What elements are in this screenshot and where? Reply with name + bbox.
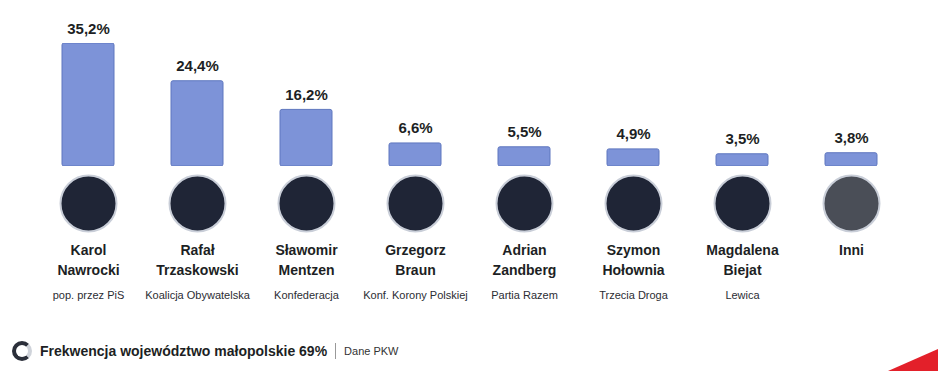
- svg-text:6,6%: 6,6%: [398, 119, 432, 136]
- svg-text:SzymonHołownia: SzymonHołownia: [602, 242, 664, 278]
- svg-text:Konfederacja: Konfederacja: [274, 289, 340, 301]
- svg-text:5,5%: 5,5%: [507, 123, 541, 140]
- svg-text:35,2%: 35,2%: [67, 20, 110, 37]
- svg-text:Trzecia Droga: Trzecia Droga: [599, 289, 669, 301]
- svg-text:3,8%: 3,8%: [834, 129, 868, 146]
- svg-text:SławomirMentzen: SławomirMentzen: [275, 242, 338, 278]
- svg-text:AdrianZandberg: AdrianZandberg: [493, 242, 557, 278]
- svg-text:GrzegorzBraun: GrzegorzBraun: [385, 242, 446, 278]
- svg-text:Konf. Korony Polskiej: Konf. Korony Polskiej: [363, 289, 468, 301]
- svg-text:Lewica: Lewica: [725, 289, 760, 301]
- svg-text:16,2%: 16,2%: [285, 86, 328, 103]
- svg-text:4,9%: 4,9%: [616, 125, 650, 142]
- svg-text:3,5%: 3,5%: [725, 130, 759, 147]
- svg-text:pop. przez PiS: pop. przez PiS: [53, 289, 125, 301]
- svg-text:Inni: Inni: [839, 242, 864, 258]
- html-text:Dane PKW: Dane PKW: [344, 344, 399, 357]
- html-text:Frekwencja województwo małopol: Frekwencja województwo małopolskie 69%: [40, 342, 328, 359]
- svg-text:24,4%: 24,4%: [176, 57, 219, 74]
- svg-text:Partia Razem: Partia Razem: [491, 289, 558, 301]
- svg-text:RafałTrzaskowski: RafałTrzaskowski: [156, 242, 239, 278]
- svg-text:Koalicja Obywatelska: Koalicja Obywatelska: [145, 289, 250, 301]
- svg-text:KarolNawrocki: KarolNawrocki: [57, 242, 119, 278]
- svg-text:MagdalenaBiejat: MagdalenaBiejat: [706, 242, 779, 278]
